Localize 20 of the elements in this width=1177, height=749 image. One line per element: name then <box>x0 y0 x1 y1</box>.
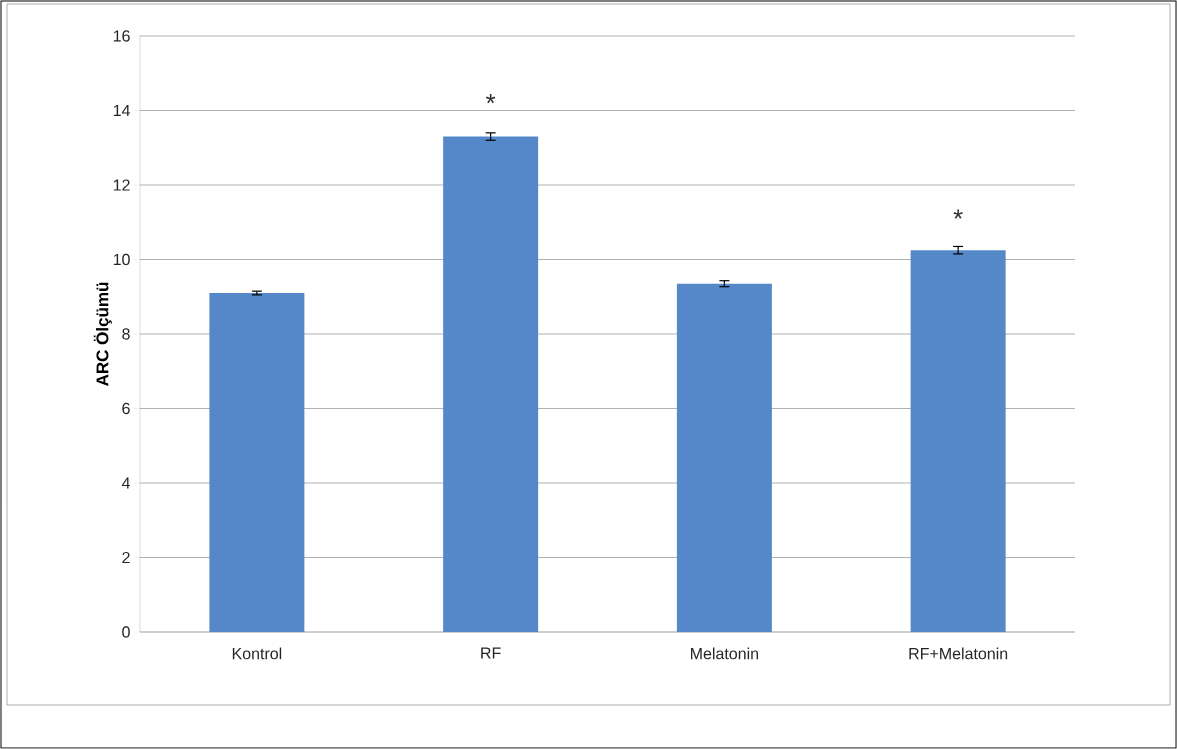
bar <box>676 283 772 632</box>
y-axis-title: ARC Ölçümü <box>93 282 112 386</box>
x-tick-label: RF <box>481 647 501 659</box>
annotation: * <box>953 209 963 219</box>
x-tick-label: RF+Melatonin <box>909 647 1008 660</box>
y-tick-label: 10 <box>113 253 130 266</box>
x-tick-label: Melatonin <box>691 647 759 660</box>
bar <box>910 250 1006 632</box>
y-tick-label: 2 <box>122 551 130 564</box>
annotation: * <box>485 94 496 104</box>
y-tick-label: 0 <box>122 626 130 638</box>
y-tick-label: 4 <box>121 477 130 489</box>
x-tick-label: Kontrol <box>232 647 282 660</box>
y-tick-label: 6 <box>122 402 130 415</box>
y-tick-label: 14 <box>113 104 130 116</box>
bar <box>443 136 539 632</box>
y-tick-label: 16 <box>113 30 130 42</box>
bar <box>209 293 305 632</box>
y-tick-label: 12 <box>113 179 130 191</box>
y-tick-label: 8 <box>122 328 130 340</box>
